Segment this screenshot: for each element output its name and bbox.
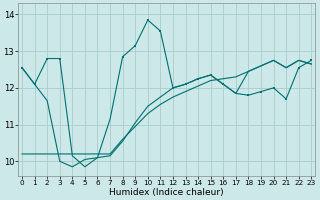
X-axis label: Humidex (Indice chaleur): Humidex (Indice chaleur) [109,188,224,197]
